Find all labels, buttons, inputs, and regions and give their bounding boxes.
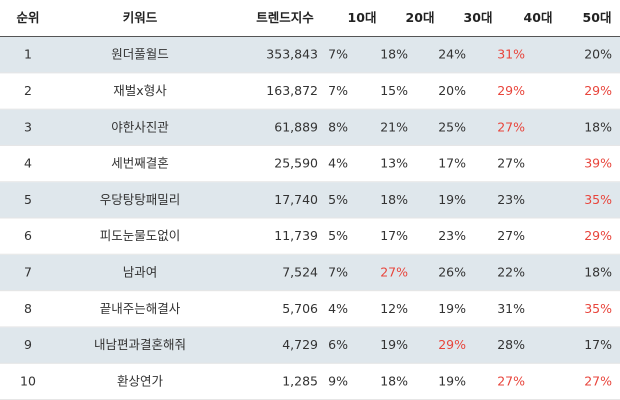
cell: 35% [584,192,612,207]
cell: 5,706 [282,301,318,316]
cell: 20% [584,47,612,62]
cell: 22% [497,264,525,279]
cell: 환상연가 [117,373,164,388]
cell: 353,843 [266,47,318,62]
cell: 7 [24,264,32,279]
cell: 7,524 [282,264,318,279]
cell: 27% [497,373,525,388]
cell: 18% [584,119,612,134]
cell: 우당탕탕패밀리 [100,192,181,207]
cell: 5% [328,192,348,207]
cell: 19% [380,337,408,352]
cell: 4 [24,156,32,171]
cell: 13% [380,156,408,171]
cell: 내남편과결혼해줘 [94,337,186,352]
cell: 24% [438,47,466,62]
header-cell: 20대 [406,10,435,25]
header-cell: 키워드 [123,10,158,25]
cell: 10 [20,373,36,388]
header-cell: 순위 [16,10,39,25]
cell: 39% [584,156,612,171]
cell: 7% [328,47,348,62]
cell: 6 [24,228,32,243]
cell: 원더풀월드 [111,47,169,62]
cell: 9 [24,337,32,352]
cell: 5% [328,228,348,243]
cell: 8% [328,119,348,134]
cell: 20% [438,83,466,98]
cell: 2 [24,83,32,98]
cell: 6% [328,337,348,352]
header-cell: 10대 [348,10,377,25]
cell: 23% [497,192,525,207]
cell: 남과여 [123,264,158,279]
cell: 29% [497,83,525,98]
row-stripe [0,109,620,146]
cell: 세번째결혼 [111,156,169,171]
cell: 25,590 [274,156,318,171]
cell: 17% [380,228,408,243]
row-stripe [0,254,620,292]
cell: 3 [24,119,32,134]
cell: 끝내주는해결사 [100,301,181,316]
cell: 17% [438,156,466,171]
cell: 29% [584,228,612,243]
cell: 18% [584,264,612,279]
cell: 1,285 [282,373,318,388]
cell: 18% [380,192,408,207]
cell: 피도눈물도없이 [100,228,181,243]
cell: 야한사진관 [111,119,169,134]
cell: 8 [24,301,32,316]
cell: 31% [497,47,525,62]
row-stripe [0,327,620,364]
cell: 27% [497,119,525,134]
cell: 35% [584,301,612,316]
cell: 27% [584,373,612,388]
cell: 61,889 [274,119,318,134]
cell: 19% [438,373,466,388]
cell: 15% [380,83,408,98]
cell: 17% [584,337,612,352]
cell: 18% [380,373,408,388]
cell: 4,729 [282,337,318,352]
cell: 4% [328,156,348,171]
cell: 23% [438,228,466,243]
cell: 5 [24,192,32,207]
cell: 재벌x형사 [113,83,167,98]
header-cell: 트렌드지수 [256,10,314,25]
cell: 11,739 [274,228,318,243]
cell: 9% [328,373,348,388]
cell: 19% [438,192,466,207]
row-stripe [0,182,620,219]
cell: 21% [380,119,408,134]
cell: 1 [24,47,32,62]
cell: 31% [497,301,525,316]
cell: 29% [438,337,466,352]
header-cell: 50대 [583,10,612,25]
cell: 17,740 [274,192,318,207]
cell: 26% [438,264,466,279]
cell: 29% [584,83,612,98]
cell: 4% [328,301,348,316]
header-cell: 30대 [464,10,493,25]
cell: 18% [380,47,408,62]
cell: 27% [497,228,525,243]
row-stripe [0,37,620,74]
cell: 28% [497,337,525,352]
cell: 25% [438,119,466,134]
cell: 7% [328,83,348,98]
cell: 27% [497,156,525,171]
cell: 12% [380,301,408,316]
cell: 27% [380,264,408,279]
cell: 163,872 [266,83,318,98]
cell: 7% [328,264,348,279]
cell: 19% [438,301,466,316]
header-cell: 40대 [524,10,553,25]
